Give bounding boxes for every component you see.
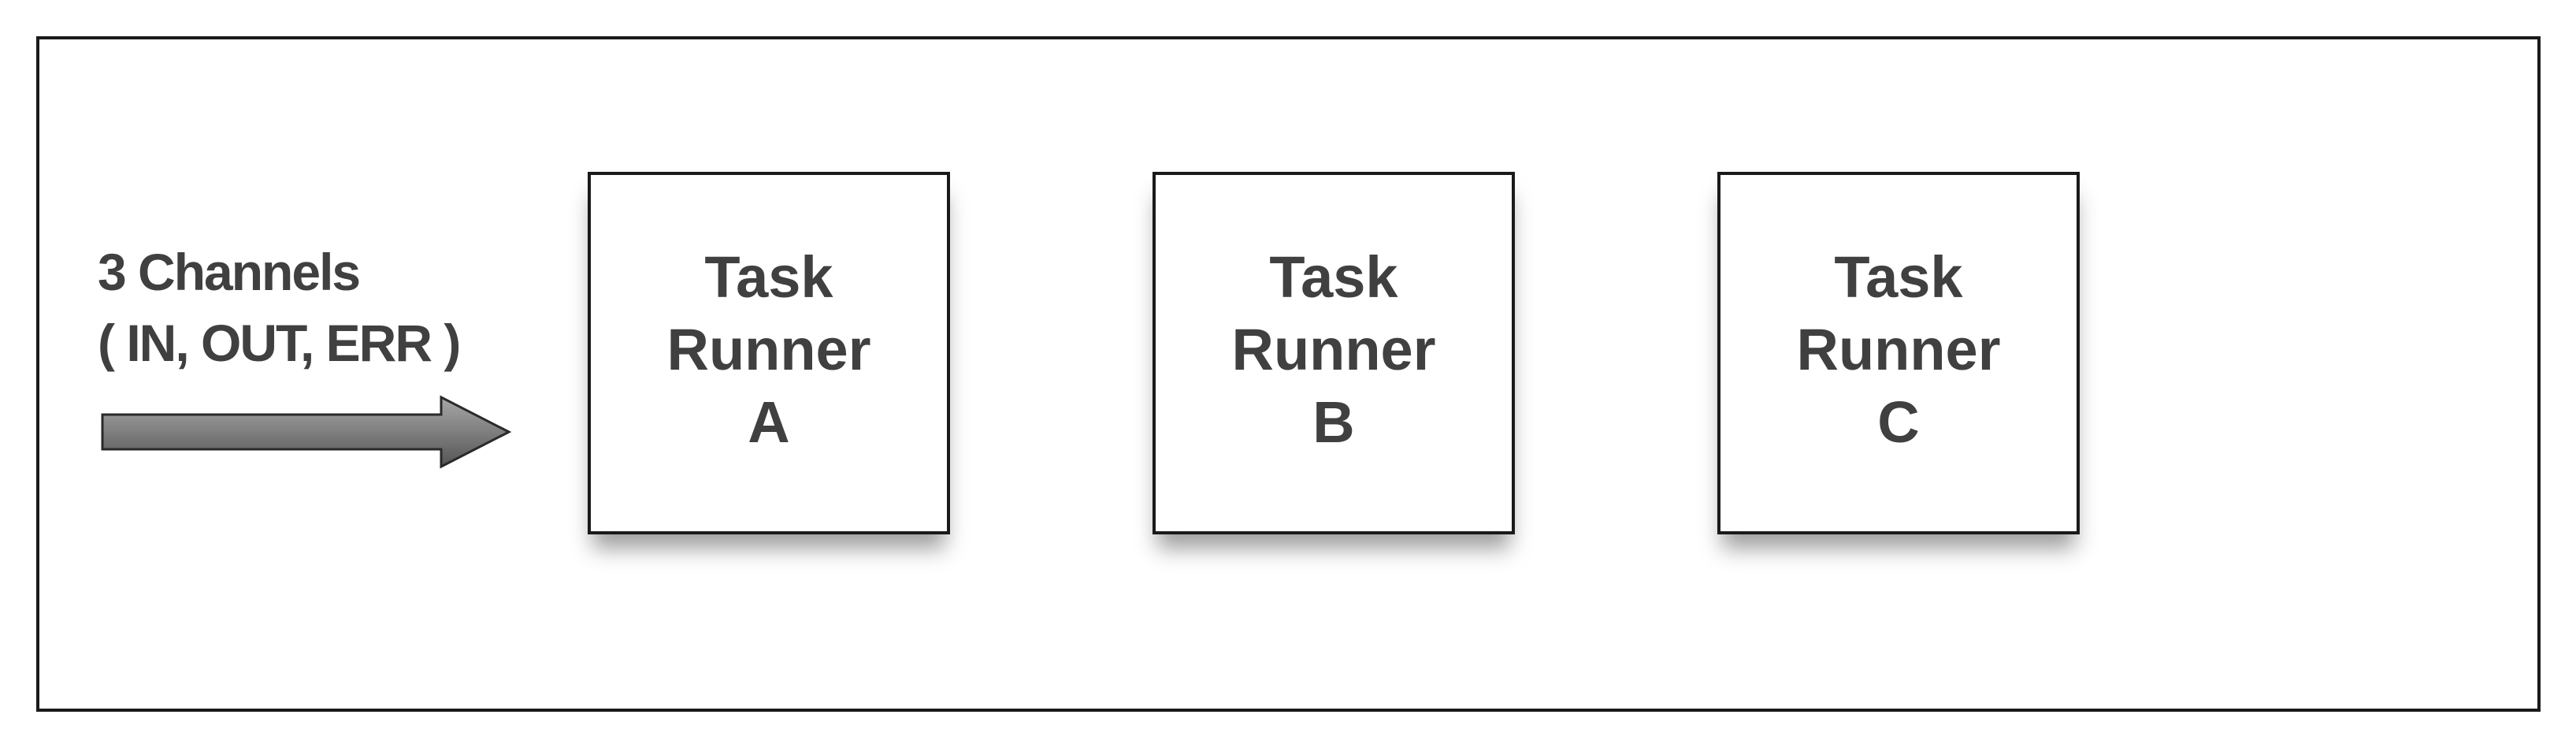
task-runner-b-box: Task Runner B: [1153, 172, 1515, 534]
task-runner-c-line-2: Runner: [1796, 317, 2001, 382]
right-arrow-icon: [101, 395, 512, 469]
task-runner-b-line-3: B: [1312, 389, 1355, 455]
task-runner-a-line-3: A: [748, 389, 790, 455]
task-runner-b-line-1: Task: [1269, 244, 1398, 310]
task-runner-c-line-1: Task: [1834, 244, 1963, 310]
channels-label-line-1: 3 Channels: [98, 243, 361, 301]
channels-label-line-2: ( IN, OUT, ERR ): [98, 314, 461, 372]
channels-label: 3 Channels ( IN, OUT, ERR ): [98, 236, 539, 378]
task-runner-b-line-2: Runner: [1231, 317, 1436, 382]
task-runner-a-line-1: Task: [704, 244, 833, 310]
task-runner-a-line-2: Runner: [666, 317, 871, 382]
task-runner-c-box: Task Runner C: [1717, 172, 2080, 534]
task-runner-c-line-3: C: [1877, 389, 1920, 455]
task-runner-a-box: Task Runner A: [588, 172, 950, 534]
